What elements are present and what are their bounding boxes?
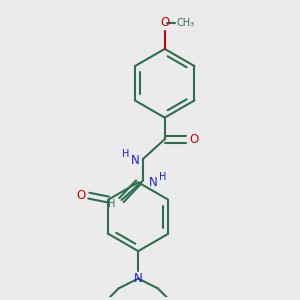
Text: H: H xyxy=(122,149,129,159)
Text: CH₃: CH₃ xyxy=(176,18,195,28)
Text: N: N xyxy=(130,154,139,167)
Text: O: O xyxy=(189,133,199,146)
Text: H: H xyxy=(159,172,166,182)
Text: O: O xyxy=(76,189,86,202)
Text: N: N xyxy=(134,272,142,285)
Text: N: N xyxy=(149,176,158,189)
Text: O: O xyxy=(160,16,169,29)
Text: H: H xyxy=(108,199,116,209)
